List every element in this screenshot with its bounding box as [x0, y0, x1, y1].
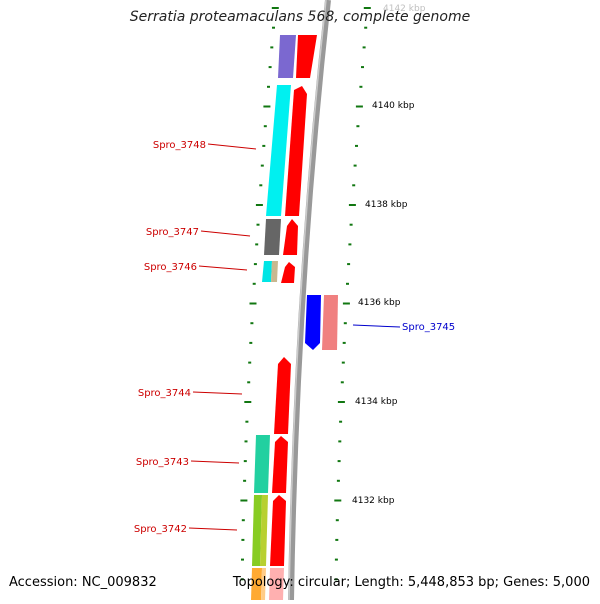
scale-label: 4138 kbp: [365, 200, 408, 210]
label-leader-line: [190, 460, 240, 464]
cds-arrow[interactable]: [305, 295, 321, 350]
cog-block[interactable]: [266, 85, 291, 216]
cog-block[interactable]: [261, 568, 266, 600]
cog-block[interactable]: [278, 35, 296, 78]
scale-label: 4132 kbp: [352, 496, 395, 506]
accession-text: Accession: NC_009832: [9, 575, 157, 590]
gene-label[interactable]: Spro_3746: [144, 262, 197, 273]
cds-arrow[interactable]: [283, 219, 298, 255]
label-leader-line: [207, 143, 257, 150]
map-title: Serratia proteamaculans 568, complete ge…: [129, 9, 471, 25]
cog-block[interactable]: [271, 261, 278, 282]
cds-arrow[interactable]: [296, 35, 317, 78]
cog-block[interactable]: [251, 568, 262, 600]
label-leader-line: [352, 324, 401, 328]
cog-block[interactable]: [254, 435, 270, 493]
cog-block[interactable]: [264, 219, 281, 255]
topology-summary: Topology: circular; Length: 5,448,853 bp…: [232, 575, 590, 590]
forward-strand-lane: [269, 35, 317, 600]
cog-block[interactable]: [252, 495, 262, 566]
gene-label[interactable]: Spro_3747: [146, 227, 199, 238]
cog-block[interactable]: [260, 495, 268, 566]
scale-labels: 4142 kbp 4140 kbp 4138 kbp 4136 kbp 4134…: [352, 4, 426, 506]
scale-label: 4136 kbp: [358, 298, 401, 308]
label-leader-line: [200, 230, 251, 237]
label-leader-line: [198, 265, 248, 271]
scale-label: 4142 kbp: [383, 4, 426, 14]
rna-feature[interactable]: [322, 295, 338, 350]
label-leader-line: [188, 527, 238, 531]
cds-arrow[interactable]: [272, 436, 288, 493]
cds-arrow[interactable]: [270, 495, 286, 566]
gene-label[interactable]: Spro_3748: [153, 140, 206, 151]
genome-backbone: [288, 0, 331, 601]
ticks-inner: [240, 7, 279, 581]
scale-label: 4134 kbp: [355, 397, 398, 407]
cog-lane: [251, 35, 296, 600]
reverse-strand-lane: [305, 295, 338, 350]
gene-label[interactable]: Spro_3744: [138, 388, 191, 399]
label-leader-line: [192, 391, 243, 395]
cds-arrow[interactable]: [285, 86, 307, 216]
genome-backbone-highlight: [288, 0, 327, 601]
scale-label: 4140 kbp: [372, 101, 415, 111]
cog-block[interactable]: [262, 261, 272, 282]
rna-feature[interactable]: [269, 568, 284, 600]
gene-label[interactable]: Spro_3742: [134, 524, 187, 535]
gene-labels: Spro_3748 Spro_3747 Spro_3746 Spro_3745 …: [134, 140, 455, 535]
gene-label[interactable]: Spro_3745: [402, 322, 455, 333]
cds-arrow[interactable]: [281, 262, 295, 283]
ticks-outer: [334, 7, 371, 581]
gene-label[interactable]: Spro_3743: [136, 457, 189, 468]
cds-arrow[interactable]: [274, 357, 291, 434]
